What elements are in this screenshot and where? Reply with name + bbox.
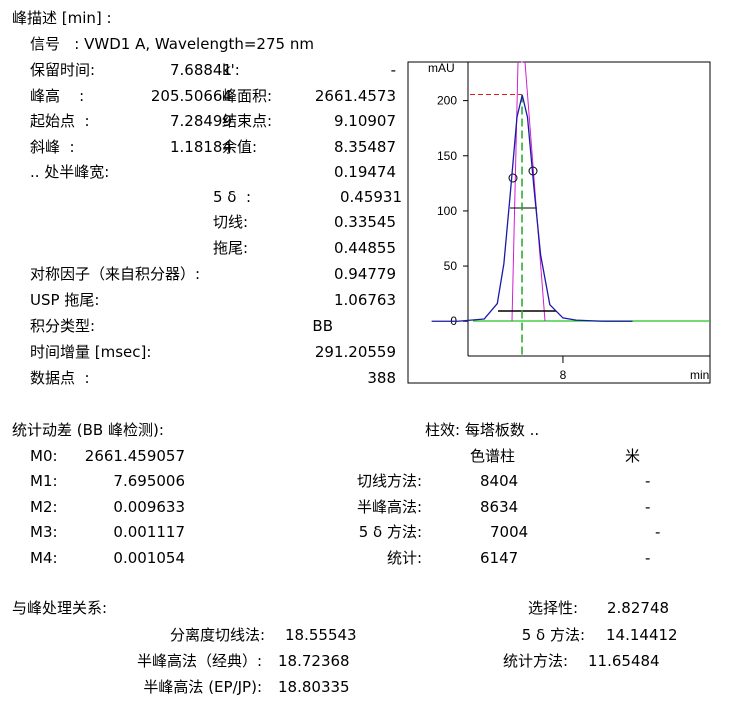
label: M2:: [30, 498, 58, 516]
y-tick-label: 100: [437, 204, 457, 218]
value: 18.55543: [285, 626, 357, 644]
label: 结束点:: [222, 112, 273, 130]
x-tick-label: 8: [560, 368, 567, 382]
value: 0.44855: [333, 239, 396, 257]
value: 2.82748: [607, 599, 670, 617]
label: 半峰高法:: [356, 498, 422, 516]
value: 0.009633: [113, 498, 185, 516]
value: 205.50664: [150, 87, 232, 105]
value: 2661.4573: [314, 87, 396, 105]
section-title: 柱效: 每塔板数 ..: [425, 421, 540, 439]
label: 起始点 :: [30, 112, 90, 130]
value: 6147: [480, 549, 519, 567]
value: 1.06763: [333, 291, 396, 309]
label: 选择性:: [527, 599, 578, 617]
peak-curve: [431, 94, 633, 322]
value: -: [655, 523, 661, 541]
x-axis-label: min: [690, 368, 709, 382]
value: -: [390, 61, 396, 79]
signal: 信号 : VWD1 A, Wavelength=275 nm: [30, 35, 314, 53]
section-title: 统计动差 (BB 峰检测):: [12, 421, 164, 439]
value: 0.001117: [113, 523, 185, 541]
value: 0.001054: [113, 549, 185, 567]
value: 2661.459057: [84, 447, 185, 465]
value: 0.19474: [333, 163, 396, 181]
y-tick-label: 200: [437, 94, 457, 108]
value: 7.28499: [169, 112, 232, 130]
value: 9.10907: [333, 112, 396, 130]
value: 14.14412: [606, 626, 678, 644]
label: 统计:: [386, 549, 422, 567]
label: 时间增量 [msec]:: [30, 343, 152, 361]
column-header: 米: [625, 447, 641, 465]
label: M1:: [30, 472, 58, 490]
value: 11.65484: [588, 652, 660, 670]
value: 0.45931: [339, 188, 402, 206]
y-tick-label: 150: [437, 149, 457, 163]
section-title: 峰描述 [min] :: [12, 9, 112, 27]
value: 0.94779: [333, 265, 396, 283]
label: 数据点 :: [30, 369, 90, 387]
value: 291.20559: [314, 343, 396, 361]
y-axis-label: mAU: [428, 61, 455, 75]
value: 7004: [490, 523, 529, 541]
label: 余值:: [222, 138, 258, 156]
value: 7.695006: [113, 472, 185, 490]
label: 积分类型:: [30, 317, 96, 335]
label: M3:: [30, 523, 58, 541]
label: 切线方法:: [356, 472, 422, 490]
label: 5 δ :: [213, 188, 252, 206]
value: -: [645, 472, 651, 490]
y-tick-label: 50: [444, 259, 458, 273]
value: 18.72368: [278, 652, 350, 670]
chart-frame: [407, 61, 711, 384]
value: 0.33545: [333, 213, 396, 231]
column-header: 色谱柱: [470, 447, 516, 465]
label: 分离度切线法:: [169, 626, 265, 644]
label: 峰面积:: [222, 87, 273, 105]
label: 保留时间:: [30, 61, 96, 79]
label: 峰高 :: [30, 87, 85, 105]
label: M0:: [30, 447, 58, 465]
label: 对称因子（来自积分器）:: [30, 265, 201, 283]
value: 18.80335: [278, 678, 350, 696]
label: .. 处半峰宽:: [30, 163, 110, 181]
tangent-line: [511, 61, 519, 322]
value: 388: [367, 369, 396, 387]
label: 半峰高法（经典）:: [136, 652, 262, 670]
value: 8.35487: [333, 138, 396, 156]
tangent-line: [524, 61, 546, 322]
label: 5 δ 方法:: [521, 626, 585, 644]
label: 拖尾:: [213, 239, 249, 257]
label: 斜峰 :: [30, 138, 75, 156]
label: 半峰高法 (EP/JP):: [143, 678, 262, 696]
value: 8634: [480, 498, 519, 516]
value: -: [645, 549, 651, 567]
label: USP 拖尾:: [30, 291, 100, 309]
label: M4:: [30, 549, 58, 567]
label: k':: [222, 61, 240, 79]
section-title: 与峰处理关系:: [12, 599, 108, 617]
value: 8404: [480, 472, 519, 490]
value: 7.68841: [169, 61, 232, 79]
value: BB: [312, 317, 333, 335]
label: 统计方法:: [502, 652, 568, 670]
label: 5 δ 方法:: [358, 523, 422, 541]
value: 1.18184: [169, 138, 232, 156]
inflection-point: [508, 173, 518, 183]
label: 切线:: [213, 213, 249, 231]
value: -: [645, 498, 651, 516]
